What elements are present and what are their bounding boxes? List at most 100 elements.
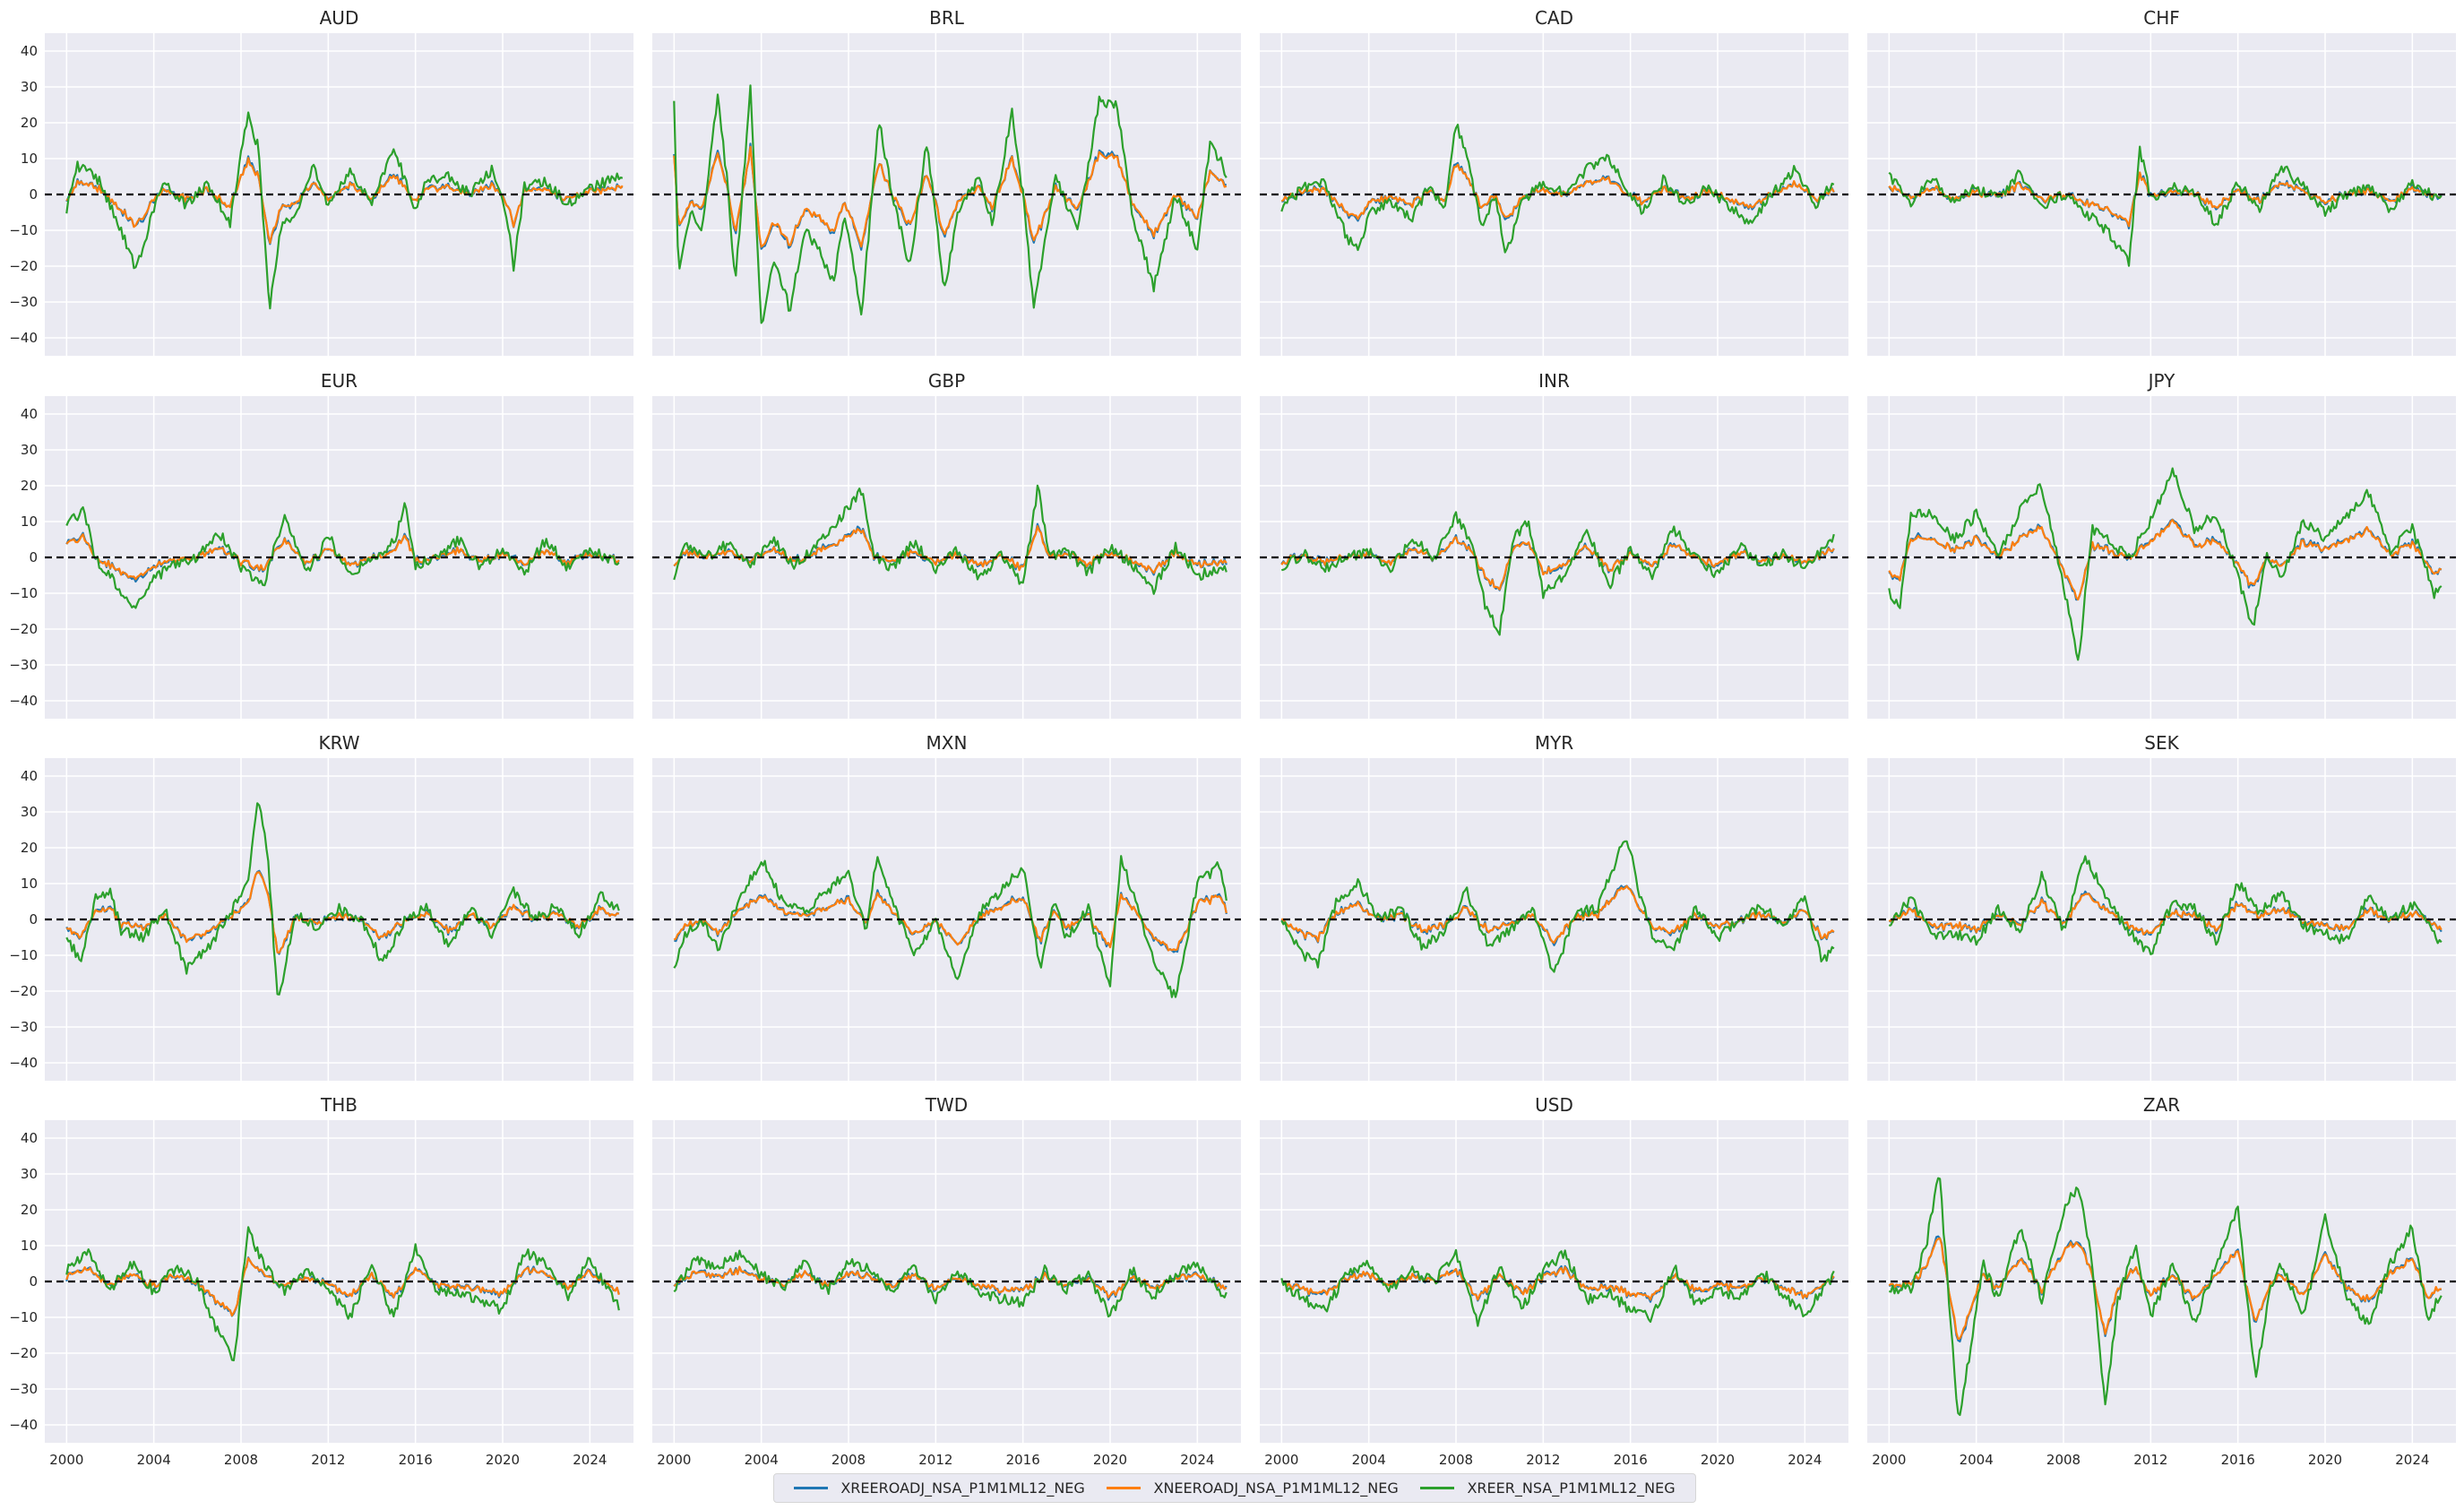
x-tick-label: 2020	[1701, 1452, 1735, 1468]
y-tick-label: −40	[9, 693, 38, 709]
x-tick-label: 2004	[1352, 1452, 1386, 1468]
y-tick-label: 10	[21, 876, 38, 892]
panel-title: MYR	[1535, 732, 1573, 754]
y-tick-label: −10	[9, 222, 38, 238]
x-tick-label: 2020	[2308, 1452, 2342, 1468]
panel-title: CAD	[1535, 7, 1573, 29]
panel-title: USD	[1535, 1094, 1573, 1116]
x-tick-label: 2016	[2221, 1452, 2255, 1468]
x-tick-label: 2000	[1264, 1452, 1298, 1468]
series-line-xreer_nsa_p1m1ml12_neg	[673, 484, 1228, 595]
series-line-xreer_nsa_p1m1ml12_neg	[65, 502, 620, 609]
x-tick-label: 2012	[918, 1452, 952, 1468]
y-tick-label: −10	[9, 1309, 38, 1325]
x-tick-label: 2024	[2395, 1452, 2429, 1468]
panel-usd: USD 2000 2004 2008 2012 2016 2020 2024	[1260, 1094, 1848, 1468]
x-tick-label: 2000	[49, 1452, 83, 1468]
x-tick-label: 2000	[657, 1452, 691, 1468]
x-tick-label: 2020	[486, 1452, 520, 1468]
panel-myr: MYR	[1260, 732, 1848, 1081]
x-tick-label: 2000	[1872, 1452, 1906, 1468]
series-line-xreer_nsa_p1m1ml12_neg	[673, 84, 1228, 324]
y-tick-label: 30	[21, 804, 38, 820]
legend-item: XREEROADJ_NSA_P1M1ML12_NEG	[794, 1480, 1085, 1497]
legend-swatch	[1420, 1487, 1455, 1489]
y-tick-label: −30	[9, 294, 38, 310]
panel-title: BRL	[929, 7, 965, 29]
y-tick-label: 10	[21, 1238, 38, 1254]
series-line-xreer_nsa_p1m1ml12_neg	[65, 802, 620, 996]
x-tick-label: 2004	[745, 1452, 779, 1468]
x-tick-label: 2016	[399, 1452, 433, 1468]
y-tick-label: 30	[21, 442, 38, 458]
panel-chf: CHF	[1867, 7, 2456, 356]
x-tick-label: 2012	[311, 1452, 345, 1468]
x-tick-label: 2016	[1006, 1452, 1040, 1468]
x-tick-label: 2024	[1788, 1452, 1822, 1468]
panel-twd: TWD 2000 2004 2008 2012 2016 2020 2024	[652, 1094, 1241, 1468]
chart-legend: XREEROADJ_NSA_P1M1ML12_NEG XNEEROADJ_NSA_…	[773, 1473, 1696, 1503]
legend-label: XNEEROADJ_NSA_P1M1ML12_NEG	[1153, 1480, 1399, 1497]
panel-title: ZAR	[2143, 1094, 2180, 1116]
y-tick-label: 0	[29, 186, 38, 203]
x-tick-label: 2008	[831, 1452, 866, 1468]
y-tick-label: 20	[21, 840, 38, 856]
y-tick-label: 40	[21, 406, 38, 422]
panel-thb: THB 40 30 20 10 0 −10 −20 −30 −40 2000 2004 2008 2012…	[9, 1094, 633, 1468]
y-tick-label: 40	[21, 1130, 38, 1146]
y-tick-label: 40	[21, 43, 38, 59]
series-line-xreer_nsa_p1m1ml12_neg	[1888, 467, 2442, 661]
y-tick-label: −30	[9, 1019, 38, 1035]
y-tick-label: −20	[9, 258, 38, 274]
series-line-xneeroadj_nsa_p1m1ml12_neg	[1280, 1265, 1835, 1301]
panel-title: MXN	[926, 732, 968, 754]
panel-eur: EUR 40 30 20 10 0 −10 −20 −30 −40	[9, 370, 633, 719]
series-line-xreer_nsa_p1m1ml12_neg	[1889, 1177, 2442, 1417]
y-tick-label: −20	[9, 1345, 38, 1361]
legend-label: XREER_NSA_P1M1ML12_NEG	[1467, 1480, 1676, 1497]
y-tick-label: 30	[21, 79, 38, 95]
x-tick-label: 2012	[1526, 1452, 1560, 1468]
legend-item: XREER_NSA_P1M1ML12_NEG	[1420, 1480, 1676, 1497]
x-tick-label: 2008	[1439, 1452, 1473, 1468]
series-line-xneeroadj_nsa_p1m1ml12_neg	[65, 533, 620, 581]
y-tick-label: 30	[21, 1166, 38, 1182]
panel-title: INR	[1538, 370, 1570, 392]
y-tick-label: 20	[21, 1202, 38, 1218]
panel-mxn: MXN	[652, 732, 1241, 1081]
series-line-xreer_nsa_p1m1ml12_neg	[1281, 511, 1835, 636]
panel-title: SEK	[2144, 732, 2179, 754]
x-tick-label: 2008	[224, 1452, 258, 1468]
y-tick-label: −40	[9, 1417, 38, 1433]
panel-sek: SEK	[1867, 732, 2456, 1081]
x-tick-label: 2024	[573, 1452, 607, 1468]
panel-title: THB	[320, 1094, 358, 1116]
y-tick-label: −20	[9, 621, 38, 637]
y-tick-label: 0	[29, 549, 38, 565]
x-tick-label: 2004	[137, 1452, 171, 1468]
y-tick-label: −30	[9, 1381, 38, 1397]
legend-swatch	[1107, 1487, 1142, 1489]
x-tick-label: 2024	[1180, 1452, 1214, 1468]
x-tick-label: 2004	[1960, 1452, 1994, 1468]
y-tick-label: 20	[21, 478, 38, 494]
y-tick-label: −40	[9, 1055, 38, 1071]
y-tick-label: −40	[9, 330, 38, 346]
y-tick-label: −20	[9, 983, 38, 999]
series-line-xreer_nsa_p1m1ml12_neg	[1280, 124, 1835, 254]
series-line-xneeroadj_nsa_p1m1ml12_neg	[65, 1256, 620, 1317]
y-tick-label: 10	[21, 513, 38, 530]
panel-jpy: JPY	[1867, 370, 2456, 719]
panel-title: TWD	[925, 1094, 968, 1116]
panel-inr: INR	[1260, 370, 1848, 719]
panel-title: JPY	[2147, 370, 2176, 392]
panel-brl: BRL	[652, 7, 1241, 356]
legend-swatch	[794, 1487, 829, 1489]
panel-title: KRW	[319, 732, 360, 754]
y-tick-label: −10	[9, 947, 38, 963]
y-tick-label: 0	[29, 1273, 38, 1290]
series-line-xreer_nsa_p1m1ml12_neg	[1280, 1248, 1835, 1327]
x-tick-label: 2016	[1614, 1452, 1648, 1468]
y-tick-label: −30	[9, 657, 38, 673]
panel-zar: ZAR 2000 2004 2008 2012 2016 2020 2024	[1867, 1094, 2456, 1468]
